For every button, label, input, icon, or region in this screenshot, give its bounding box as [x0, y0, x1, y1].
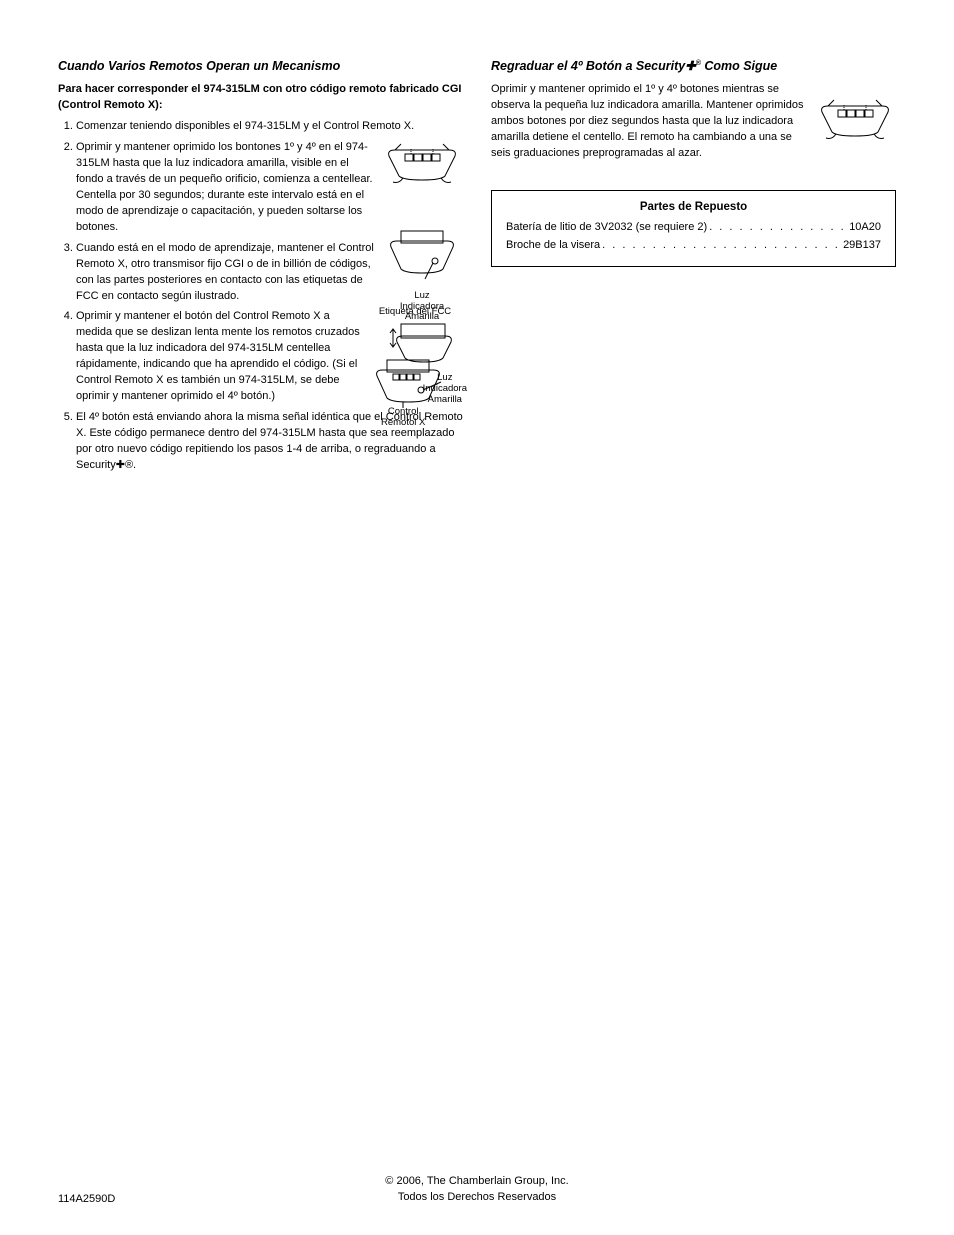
parts-row-1: Broche de la visera 29B137 [506, 237, 881, 255]
remote-figure-right [814, 96, 896, 149]
remote-icon-right [814, 96, 896, 144]
footer-docnum: 114A2590D [58, 1193, 115, 1205]
parts-dots-0 [707, 219, 849, 237]
steps-list: Comenzar teniendo disponibles el 974-315… [58, 119, 463, 474]
fig3-bottom-b: Remotol X [381, 418, 425, 429]
footer-rights: Todos los Derechos Reservados [58, 1190, 896, 1205]
parts-val-0: 10A20 [849, 219, 881, 237]
fig3-top-label: Etiqueta del FCC [367, 307, 463, 318]
step-3: Cuando está en el modo de aprendizaje, m… [76, 241, 463, 305]
page: Cuando Varios Remotos Operan un Mecanism… [0, 0, 954, 1235]
parts-label-0: Batería de litio de 3V2032 (se requiere … [506, 219, 707, 237]
left-column: Cuando Varios Remotos Operan un Mecanism… [58, 58, 463, 479]
right-heading-pre: Regraduar el 4º Botón a Security [491, 59, 685, 73]
fig2-label-a: Luz [381, 291, 463, 302]
footer-copyright: © 2006, The Chamberlain Group, Inc. [58, 1174, 896, 1189]
step-2-text: Oprimir y mantener oprimido los bontones… [76, 141, 373, 233]
step-1: Comenzar teniendo disponibles el 974-315… [76, 119, 463, 135]
parts-val-1: 29B137 [843, 237, 881, 255]
parts-dots-1 [600, 237, 843, 255]
step-4: Oprimir y mantener el botón del Control … [76, 309, 463, 405]
step-4-text: Oprimir y mantener el botón del Control … [76, 310, 360, 402]
remote-icon [381, 140, 463, 188]
right-column: Regraduar el 4º Botón a Security✚® Como … [491, 58, 896, 479]
parts-label-1: Broche de la visera [506, 237, 600, 255]
columns-container: Cuando Varios Remotos Operan un Mecanism… [0, 0, 954, 479]
step-3-text: Cuando está en el modo de aprendizaje, m… [76, 242, 374, 302]
footer: © 2006, The Chamberlain Group, Inc. Todo… [58, 1174, 896, 1205]
parts-row-0: Batería de litio de 3V2032 (se requiere … [506, 219, 881, 237]
security-plus-icon: ✚ [685, 59, 695, 73]
parts-title: Partes de Repuesto [506, 201, 881, 213]
left-heading: Cuando Varios Remotos Operan un Mecanism… [58, 58, 463, 74]
right-body: Oprimir y mantener oprimido el 1º y 4º b… [491, 82, 896, 162]
footer-center: © 2006, The Chamberlain Group, Inc. Todo… [58, 1174, 896, 1205]
right-heading-post: Como Sigue [701, 59, 777, 73]
remote-figure-1 [381, 140, 463, 194]
step-1-text: Comenzar teniendo disponibles el 974-315… [76, 120, 414, 132]
fig3-right-c: Amarilla [423, 395, 467, 406]
parts-box: Partes de Repuesto Batería de litio de 3… [491, 190, 896, 267]
left-subheading: Para hacer corresponder el 974-315LM con… [58, 82, 463, 114]
remote-back-icon [381, 227, 463, 285]
right-heading: Regraduar el 4º Botón a Security✚® Como … [491, 58, 896, 74]
remote-figure-3: Etiqueta del FCC [367, 307, 463, 414]
step-2: Oprimir y mantener oprimido los bontones… [76, 140, 463, 236]
